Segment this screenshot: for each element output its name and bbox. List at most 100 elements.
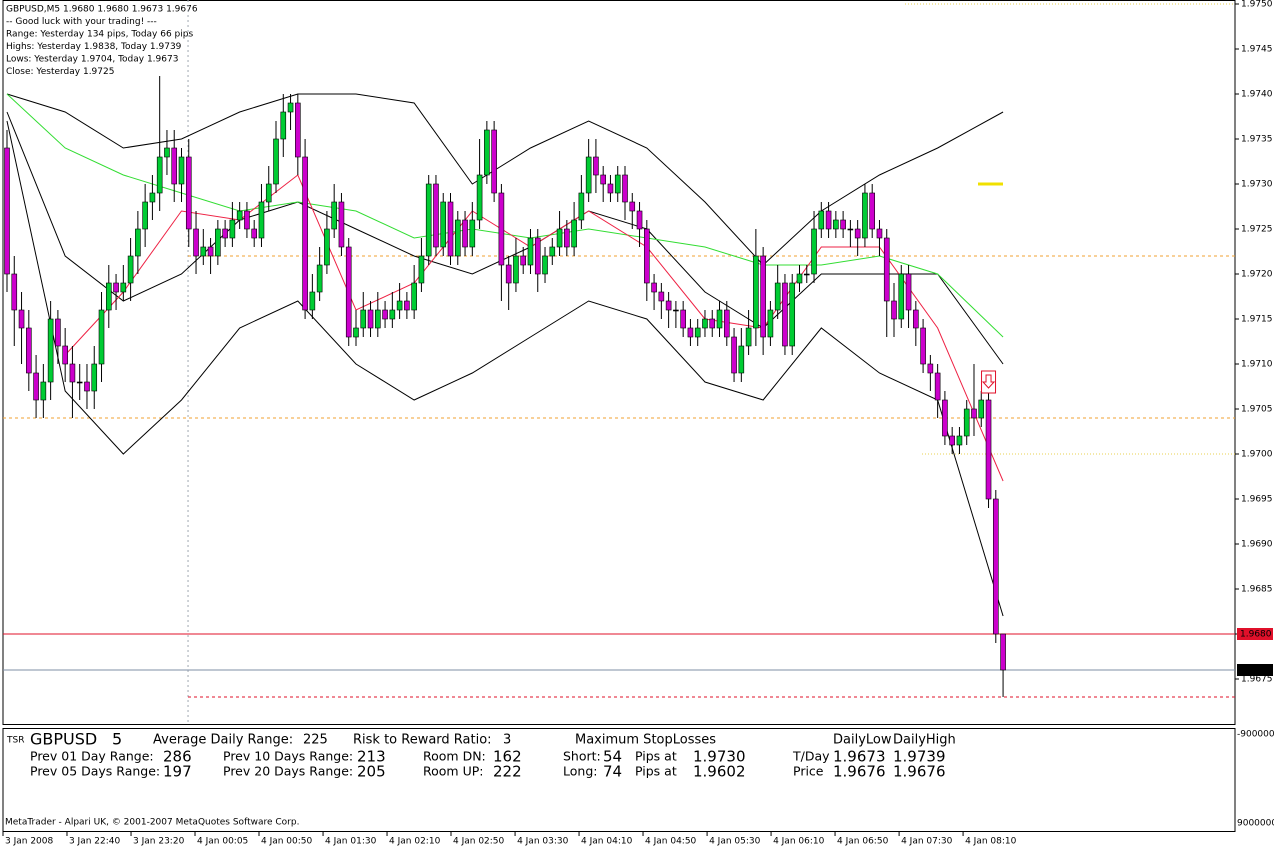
candle-body [913,309,919,329]
candle-body [389,309,396,320]
candle-body [542,255,548,275]
candle-body [564,228,570,248]
y-tick-label: 1.9710 [1241,360,1273,370]
candle-body [324,228,330,266]
candle-body [942,399,948,437]
candle-body [920,327,926,365]
candle-body [18,309,25,329]
y-tick-label: 1.9675 [1241,675,1273,685]
candle-body [258,201,265,239]
panel-text: 74 [603,763,622,781]
candle-body [345,246,352,338]
candle-body [767,309,774,338]
candle-body [91,363,98,392]
candle-body [636,210,643,230]
sell-signal [981,370,997,394]
candle-body [745,327,752,347]
header-line: Highs: Yesterday 1.9838, Today 1.9739 [6,42,182,52]
candle-body [55,318,61,347]
x-tick-label: 4 Jan 08:10 [965,837,1017,847]
sell-signal-arrow [981,374,996,389]
candle-body [891,300,897,320]
x-tick-label: 4 Jan 01:30 [325,837,377,847]
candle-body [702,318,708,329]
panel-text: Prev 20 Days Range: [223,764,353,779]
y-tick-label: 1.9735 [1241,135,1273,145]
candle-body [629,201,636,212]
x-tick-label: 4 Jan 04:50 [645,837,697,847]
panel-text: 162 [493,748,522,766]
x-tick-label: 4 Jan 06:10 [773,837,825,847]
candle-body [251,228,257,239]
y-tick-label: 1.9750 [1241,0,1273,10]
candle-body [571,219,577,248]
candle-body [687,327,694,338]
price-label: 1.9680 [1240,630,1272,640]
candle-body [614,174,621,194]
candle-body [607,183,614,194]
header-line: Lows: Yesterday 1.9704, Today 1.9673 [6,55,178,65]
panel-text: 286 [163,748,192,766]
panel-text: 1.9676 [893,763,946,781]
candle-body [782,282,788,347]
panel-text: Room UP: [423,764,483,779]
candle-body [731,336,737,374]
candle-body [1000,633,1006,671]
candle-body [338,201,345,248]
candle-body [753,255,759,329]
candle-body [578,192,585,221]
panel-text: 1.9676 [833,763,886,781]
panel-text: Average Daily Range: [153,733,293,748]
panel-text: 1.9739 [893,748,946,766]
x-tick-label: 4 Jan 04:10 [581,837,633,847]
panel-scale-label: 9000000 [1237,819,1274,829]
candle-body [120,282,127,293]
panel-text: DailyLow [833,733,892,748]
candle-body [774,282,781,311]
candle-body [534,237,541,275]
candle-body [469,219,476,248]
candle-body [84,381,90,392]
candle-body [862,192,868,239]
x-tick-label: 4 Jan 05:30 [709,837,761,847]
header-line: GBPUSD,M5 1.9680 1.9680 1.9673 1.9676 [6,5,198,15]
x-tick-label: 4 Jan 03:30 [517,837,569,847]
y-tick-label: 1.9700 [1241,450,1273,460]
x-tick-label: 4 Jan 02:10 [389,837,441,847]
candle-body [905,273,912,311]
y-tick-label: 1.9730 [1241,180,1273,190]
candle-body [956,435,963,446]
candle-body [811,228,817,275]
x-tick-label: 3 Jan 23:20 [133,837,185,847]
candle-body [898,273,905,320]
candle-body [76,381,83,384]
candle-body [33,372,39,401]
candle-body [709,318,716,329]
candle-body [527,237,534,266]
y-tick-label: 1.9690 [1241,540,1273,550]
candle-body [360,309,367,329]
candle-body [854,228,861,239]
candle-body [280,111,287,140]
candle-body [164,147,170,158]
panel-text: 54 [603,748,622,766]
x-tick-label: 3 Jan 22:40 [69,837,121,847]
candle-body [760,255,766,338]
candle-body [156,156,163,194]
candle-body [498,192,505,266]
panel-text: GBPUSD [30,730,97,749]
candle-body [353,327,359,338]
candle-body [462,219,468,248]
candle-body [694,327,701,338]
x-tick-label: 4 Jan 07:30 [901,837,953,847]
candle-body [658,291,665,302]
candle-body [113,282,119,293]
panel-text: Long: [563,764,597,779]
candle-body [207,246,214,257]
panel-text: Pips at [635,764,677,779]
candle-body [869,192,875,230]
panel-text: 225 [303,733,328,748]
candle-body [513,255,519,284]
